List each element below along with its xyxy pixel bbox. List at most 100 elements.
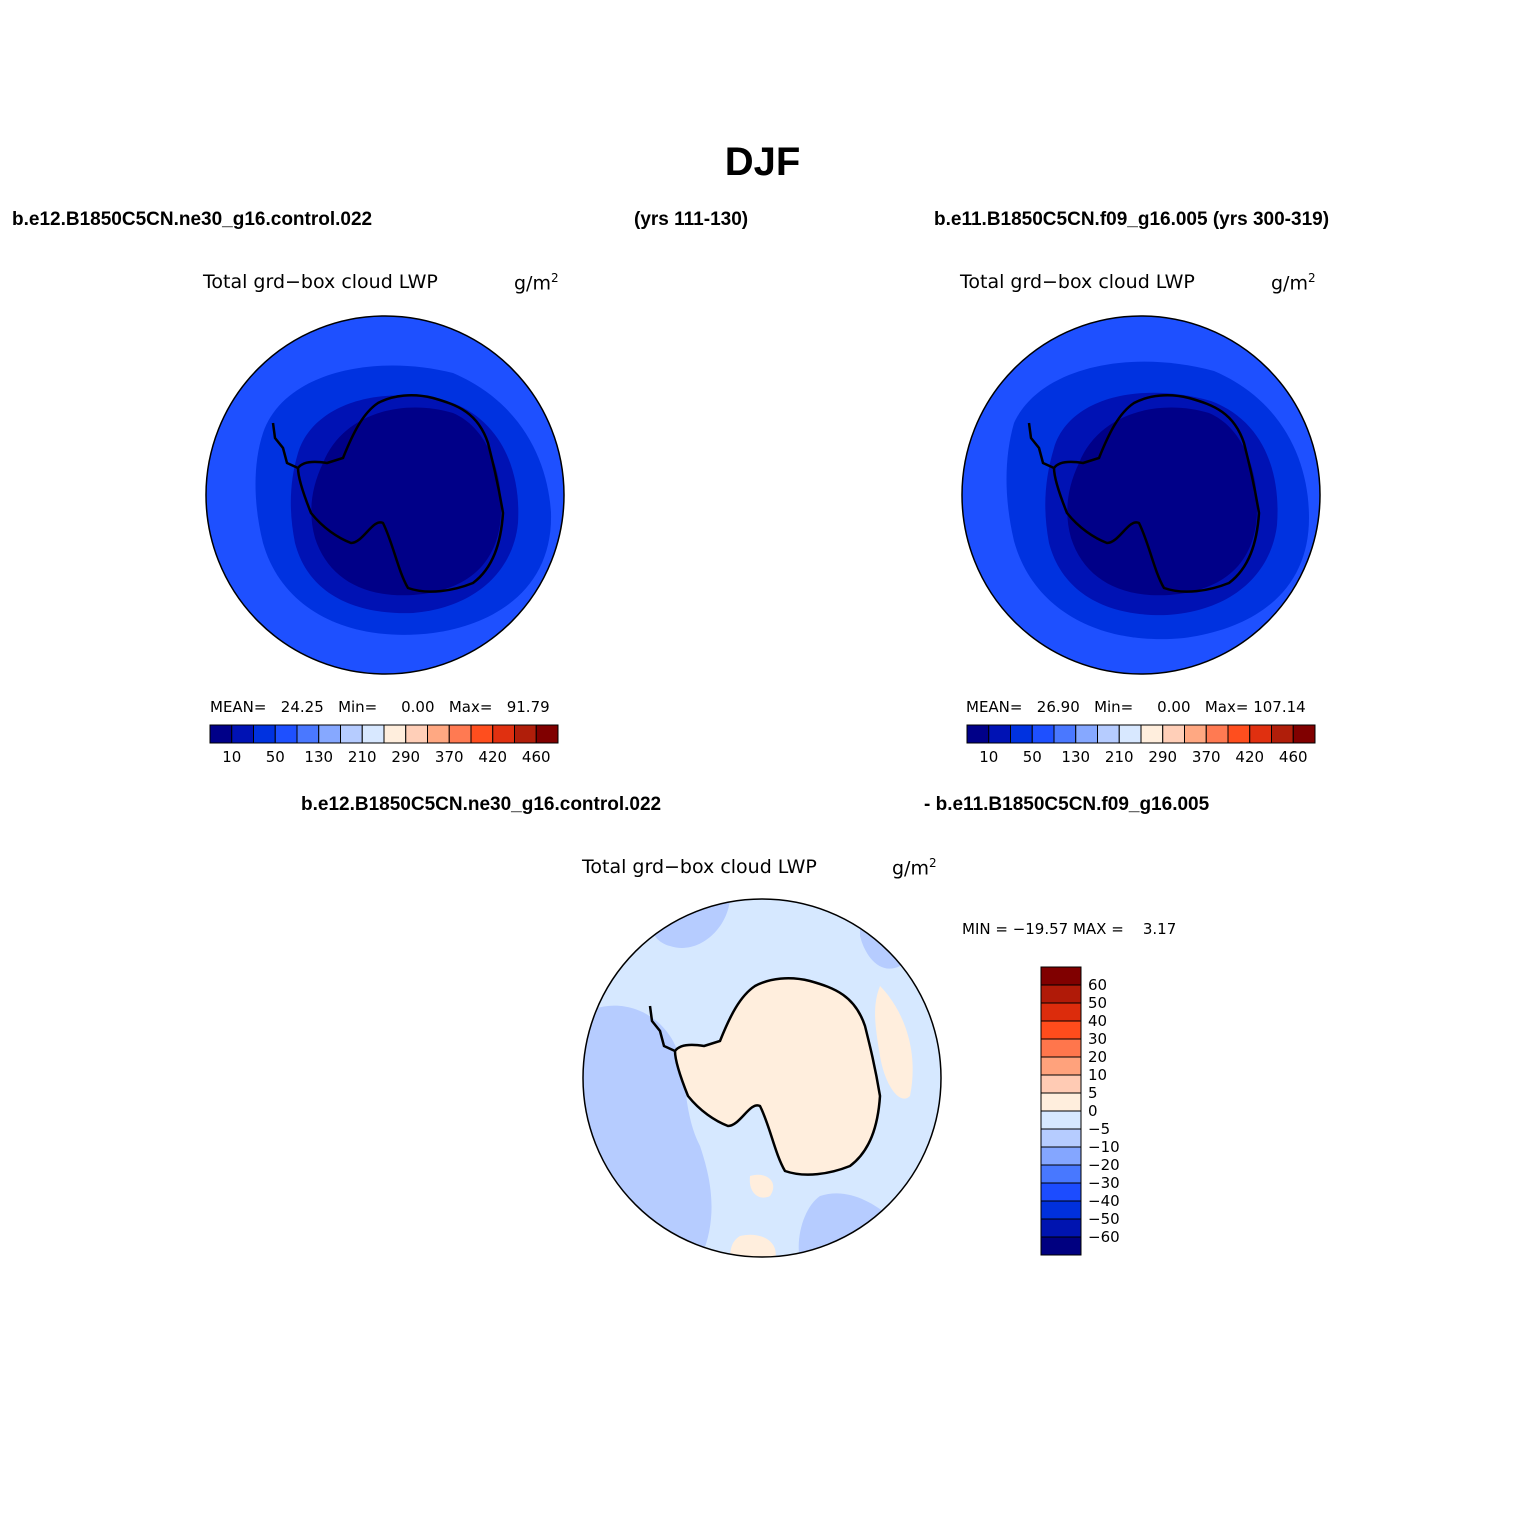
diff-colorbar-tick-label: 20 (1088, 1048, 1108, 1066)
diff-colorbar-tick-label: 0 (1088, 1102, 1098, 1120)
diff-colorbar-tick-label: 60 (1088, 976, 1108, 994)
right-colorbar-box (1249, 724, 1272, 744)
left-colorbar-box (296, 724, 320, 744)
diff-colorbar-tick-label: 50 (1088, 994, 1108, 1012)
top-left-years: (yrs 111-130) (634, 209, 749, 230)
right-polar-map (961, 315, 1321, 675)
diff-colorbar-box (1040, 1200, 1082, 1220)
left-colorbar-tick-label: 420 (478, 748, 508, 766)
diff-colorbar-tick-label: −5 (1088, 1120, 1111, 1138)
diff-colorbar-tick-label: −50 (1088, 1210, 1120, 1228)
diff-colorbar-box (1040, 966, 1082, 986)
diff-colorbar-box (1040, 1146, 1082, 1166)
diff-panel-units: g/m2 (892, 856, 937, 880)
diff-panel-stats: MIN = −19.57 MAX = 3.17 (962, 920, 1177, 938)
diff-colorbar-tick-label: −10 (1088, 1138, 1120, 1156)
diff-colorbar (1040, 966, 1082, 1256)
diff-colorbar-box (1040, 1074, 1082, 1094)
left-colorbar-labels: 10 50 130 210 290 370 420 460 (209, 748, 559, 768)
right-colorbar-box (1031, 724, 1055, 744)
right-colorbar-box (1184, 724, 1207, 744)
left-colorbar-box (448, 724, 472, 744)
right-colorbar-box (966, 724, 990, 744)
left-colorbar (209, 724, 559, 744)
left-colorbar-tick-label: 50 (265, 748, 285, 766)
left-colorbar-box (514, 724, 537, 744)
right-colorbar-box (1205, 724, 1229, 744)
diff-colorbar-box (1040, 1218, 1082, 1238)
left-colorbar-box (405, 724, 428, 744)
top-right-case-name: b.e11.B1850C5CN.f09_g16.005 (yrs 300-319… (934, 209, 1330, 230)
right-coastline (1052, 394, 1261, 593)
left-colorbar-box (209, 724, 233, 744)
right-colorbar-box (1162, 724, 1185, 744)
diff-colorbar-box (1040, 984, 1082, 1004)
right-colorbar-labels: 10 50 130 210 290 370 420 460 (966, 748, 1316, 768)
right-colorbar-tick-label: 10 (979, 748, 999, 766)
left-panel-stats: MEAN= 24.25 Min= 0.00 Max= 91.79 (210, 698, 550, 716)
left-colorbar-box (361, 724, 385, 744)
left-panel-variable: Total grd−box cloud LWP (203, 271, 438, 293)
diff-colorbar-tick-label: −40 (1088, 1192, 1120, 1210)
diff-antarctica-fill (673, 977, 882, 1176)
diff-colorbar-tick-label: −30 (1088, 1174, 1120, 1192)
right-colorbar-box (1292, 724, 1316, 744)
diff-colorbar-box (1040, 1164, 1082, 1184)
left-colorbar-tick-label: 10 (222, 748, 242, 766)
left-colorbar-tick-label: 130 (304, 748, 334, 766)
diff-colorbar-tick-label: 10 (1088, 1066, 1108, 1084)
page-title: DJF (724, 140, 801, 184)
diff-colorbar-box (1040, 1020, 1082, 1040)
right-colorbar-tick-label: 420 (1235, 748, 1265, 766)
diff-colorbar-labels: 60 50 40 30 20 10 5 0 −5 −10 −20 −30 −40 −50 −60 (1088, 966, 1148, 1256)
diff-colorbar-tick-label: 5 (1088, 1084, 1098, 1102)
left-colorbar-box (470, 724, 494, 744)
diff-colorbar-tick-label: 30 (1088, 1030, 1108, 1048)
right-panel-stats: MEAN= 26.90 Min= 0.00 Max= 107.14 (966, 698, 1306, 716)
right-colorbar-box (1227, 724, 1251, 744)
right-colorbar-box (988, 724, 1011, 744)
diff-colorbar-tick-label: −20 (1088, 1156, 1120, 1174)
left-colorbar-tick-label: 210 (347, 748, 377, 766)
left-colorbar-box (253, 724, 276, 744)
left-colorbar-box (274, 724, 298, 744)
right-colorbar-box (1140, 724, 1164, 744)
right-colorbar-box (1097, 724, 1120, 744)
left-colorbar-box (340, 724, 363, 744)
diff-colorbar-tick-label: −60 (1088, 1228, 1120, 1246)
left-colorbar-box (492, 724, 515, 744)
right-panel-variable: Total grd−box cloud LWP (960, 271, 1195, 293)
right-colorbar-box (1118, 724, 1142, 744)
top-left-case-name: b.e12.B1850C5CN.ne30_g16.control.022 (12, 209, 373, 230)
diff-colorbar-box (1040, 1128, 1082, 1148)
right-colorbar-tick-label: 50 (1022, 748, 1042, 766)
left-colorbar-box (231, 724, 254, 744)
left-colorbar-tick-label: 290 (391, 748, 421, 766)
diff-colorbar-box (1040, 1092, 1082, 1112)
right-colorbar-box (1075, 724, 1098, 744)
left-colorbar-box (427, 724, 450, 744)
right-colorbar-box (1053, 724, 1077, 744)
right-colorbar-box (1271, 724, 1294, 744)
left-polar-map (205, 315, 565, 675)
diff-panel-variable: Total grd−box cloud LWP (582, 856, 817, 878)
diff-colorbar-box (1040, 1182, 1082, 1202)
diff-colorbar-box (1040, 1056, 1082, 1076)
diff-polar-map (582, 898, 942, 1258)
right-colorbar-tick-label: 130 (1061, 748, 1091, 766)
right-colorbar (966, 724, 1316, 744)
right-colorbar-tick-label: 210 (1104, 748, 1134, 766)
diff-colorbar-box (1040, 1236, 1082, 1256)
left-colorbar-box (535, 724, 559, 744)
right-colorbar-box (1010, 724, 1033, 744)
diff-colorbar-tick-label: 40 (1088, 1012, 1108, 1030)
left-coastline (296, 394, 505, 593)
left-panel-units: g/m2 (514, 271, 559, 295)
right-colorbar-tick-label: 460 (1278, 748, 1308, 766)
diff-colorbar-box (1040, 1002, 1082, 1022)
diff-case-a: b.e12.B1850C5CN.ne30_g16.control.022 (301, 794, 662, 815)
left-colorbar-box (318, 724, 341, 744)
left-colorbar-tick-label: 370 (434, 748, 464, 766)
left-colorbar-tick-label: 460 (521, 748, 551, 766)
right-panel-units: g/m2 (1271, 271, 1316, 295)
